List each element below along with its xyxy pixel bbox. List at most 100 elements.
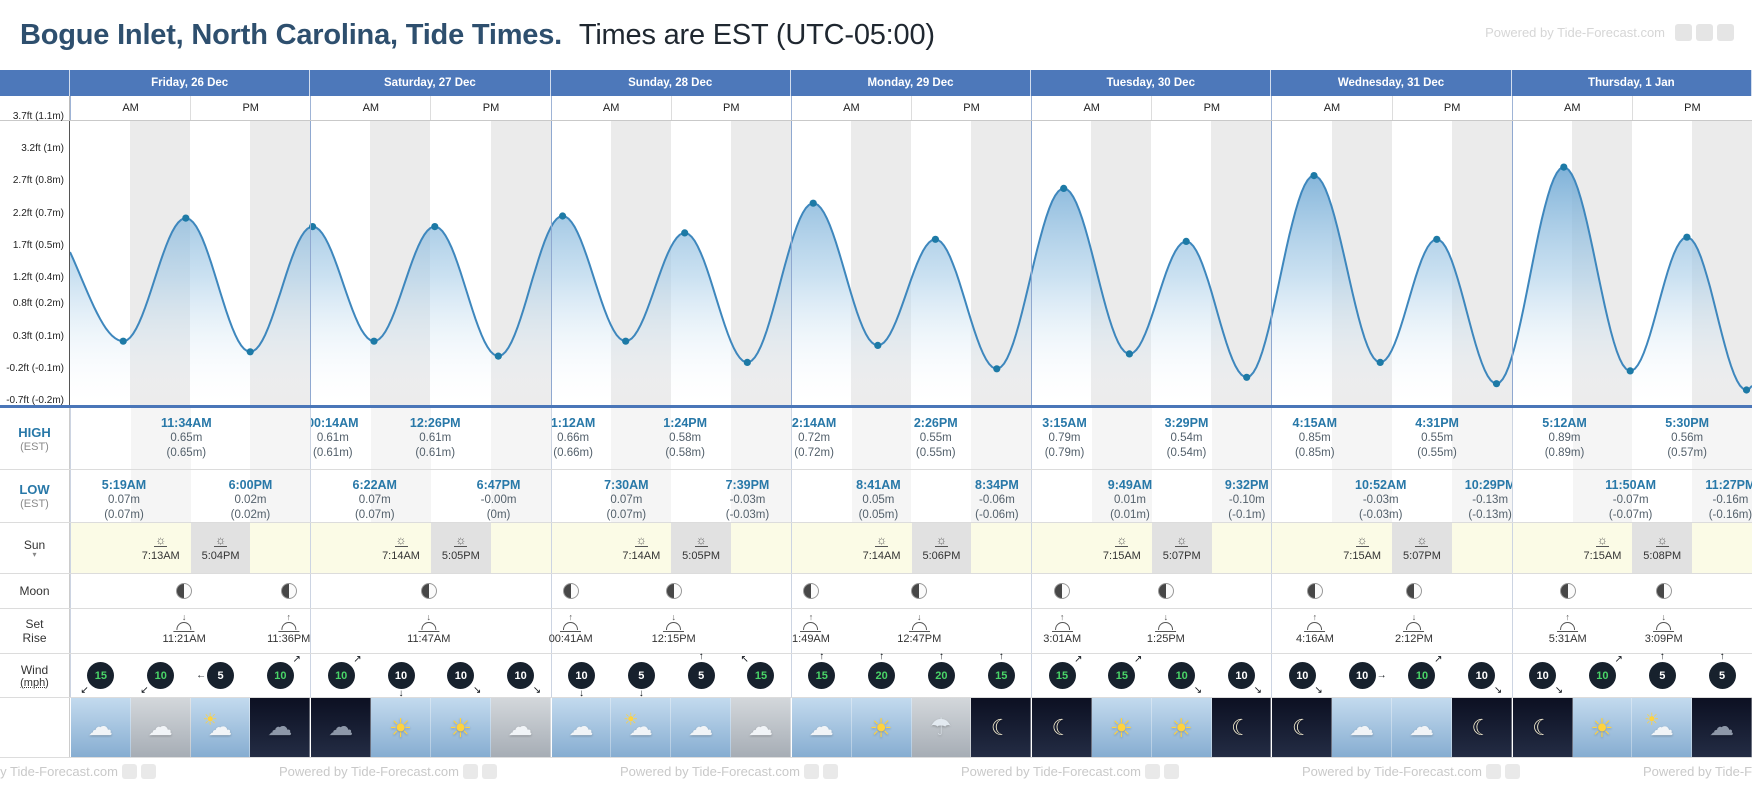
- wind-direction-icon: →: [1376, 669, 1387, 681]
- moonrise-entry: ↑ 3:01AM: [1043, 612, 1081, 646]
- weather-cell: ☀: [851, 698, 912, 757]
- moon-icon: ☾: [1231, 714, 1251, 740]
- wind-direction-icon: ↘: [1193, 685, 1203, 696]
- social-share-icon[interactable]: [822, 764, 838, 779]
- cloud-icon: ☁: [87, 713, 113, 741]
- moonrise-arrow-icon: ↑: [1312, 612, 1318, 622]
- wind-day-cell: 15 ↑ 20 ↑ 20 ↑ 15 ↑: [790, 651, 1031, 697]
- social-share-icon[interactable]: [121, 764, 137, 779]
- setrise-day-cell: ↑ 00:41AM ↓ 12:15PM: [549, 609, 791, 653]
- wind-direction-icon: ↗: [353, 654, 362, 665]
- am-label: AM: [1564, 102, 1581, 114]
- powered-by-link[interactable]: Powered by Tide-Forecast.com: [1302, 764, 1520, 779]
- wind-direction-icon: ↓: [578, 688, 584, 699]
- high-tide-height: 0.85m: [1298, 432, 1331, 445]
- sunrise-icon: ☼: [1356, 532, 1368, 547]
- day-header-row: Friday, 26 Dec Saturday, 27 Dec Sunday, 28…: [0, 70, 1752, 96]
- moon-event-time: 11:21AM: [162, 633, 206, 645]
- social-share-icon[interactable]: [462, 764, 478, 779]
- weather-day-cell: ☁ ☀ ☁ ☁ ☁: [550, 698, 791, 757]
- am-label: AM: [843, 102, 860, 114]
- moonrise-arrow-icon: ↑: [286, 612, 291, 622]
- powered-by-link[interactable]: Powered by Tide-Forecast.com: [279, 764, 497, 779]
- wind-direction-icon: ↘: [1493, 685, 1503, 696]
- day-header[interactable]: Wednesday, 31 Dec: [1271, 70, 1512, 96]
- high-tide-height-alt: (0.66m): [553, 447, 593, 460]
- social-share-icon[interactable]: [1144, 764, 1160, 779]
- social-share-icon[interactable]: [1696, 24, 1713, 41]
- y-axis-label: 2.7ft (0.8m): [12, 175, 64, 187]
- wind-badge: 10 ↘: [1288, 662, 1323, 696]
- moon-event-time: 2:12PM: [1395, 633, 1433, 645]
- low-tide-time: 9:32PM: [1224, 478, 1269, 492]
- social-share-icon[interactable]: [803, 764, 819, 779]
- low-tide-row: LOW (EST) 5:19AM 0.07m (0.07m) 6:00PM 0.02m (…: [0, 470, 1752, 523]
- high-row-label: HIGH (EST): [0, 408, 70, 469]
- high-label-timezone: (EST): [20, 440, 49, 453]
- social-share-icon[interactable]: [1485, 764, 1501, 779]
- day-header[interactable]: Sunday, 28 Dec: [551, 70, 791, 96]
- social-share-icon[interactable]: [1163, 764, 1179, 779]
- sunset-time: 5:05PM: [682, 549, 721, 562]
- social-share-icon[interactable]: [1717, 24, 1734, 41]
- sunset-time: 5:07PM: [1162, 549, 1201, 562]
- wind-units-link[interactable]: (mph): [20, 676, 49, 689]
- wind-badge: 5 ↑: [1708, 652, 1736, 689]
- weather-cell: ☂: [911, 698, 972, 757]
- weather-day-cell: ☁ ☀ ☂ ☾: [790, 698, 1032, 757]
- day-header[interactable]: Tuesday, 30 Dec: [1031, 70, 1272, 96]
- low-tide-height: 0.05m: [862, 494, 895, 507]
- low-tide-entry: 6:00PM 0.02m (0.02m): [229, 477, 273, 522]
- weather-cell: ☾: [1451, 698, 1512, 757]
- moonset-arrow-icon: ↓: [917, 612, 922, 622]
- wind-speed: 10: [154, 669, 167, 682]
- wind-badge: 10 ↘: [1529, 662, 1563, 696]
- wind-speed: 15: [815, 669, 828, 682]
- sun-icon: ☀: [623, 710, 639, 729]
- setrise-day-cell: ↑ 3:01AM ↓ 1:25PM: [1031, 609, 1271, 653]
- day-header-label: Tuesday, 30 Dec: [1106, 77, 1195, 89]
- low-tide-time: 9:49AM: [1107, 478, 1153, 492]
- moonrise-arrow-icon: ↑: [1059, 612, 1065, 622]
- sun-row-label[interactable]: Sun ▾: [0, 523, 70, 573]
- social-share-icon[interactable]: [481, 764, 497, 779]
- cloud-icon: ☁: [328, 713, 354, 741]
- powered-by-link[interactable]: Powered by Tide-Forecast.com: [1485, 25, 1665, 40]
- moon-day-cell: [550, 574, 791, 608]
- day-header[interactable]: Saturday, 27 Dec: [310, 70, 551, 96]
- sunrise-time: 7:14AM: [382, 549, 420, 562]
- wind-label: Wind: [20, 662, 49, 677]
- ampm-row: AM PM AM PM AM PM AM PM AM PM AM PM AM PM: [0, 96, 1752, 121]
- social-share-icon[interactable]: [140, 764, 156, 779]
- powered-by-link[interactable]: Powered by Tide-Forecast.com: [961, 764, 1179, 779]
- moonrise-entry: ↑ 1:49AM: [792, 613, 830, 646]
- wind-badge: 10 ↘: [1228, 662, 1262, 696]
- low-tide-entry: 11:50AM -0.07m (-0.07m): [1605, 477, 1656, 522]
- high-tide-day-cell: 11:34AM 0.65m (0.65m): [70, 408, 311, 469]
- moonset-icon: [1155, 622, 1177, 632]
- wind-speed: 10: [1475, 669, 1488, 682]
- high-tide-time: 4:15AM: [1292, 416, 1337, 430]
- powered-by-link[interactable]: Powered by Tide-Forecast.com: [1643, 764, 1752, 779]
- day-header[interactable]: Thursday, 1 Jan: [1512, 70, 1752, 96]
- sunrise-horizon-icon: [1355, 545, 1369, 547]
- high-tide-day-cell: 00:14AM 0.61m (0.61m) 12:26PM 0.61m (0.61m): [310, 408, 551, 469]
- wind-badge: 10 ↗: [327, 655, 362, 689]
- powered-by-link[interactable]: Powered by Tide-Forecast.com: [0, 764, 156, 779]
- moonset-entry: ↓ 12:47PM: [897, 612, 941, 646]
- day-header[interactable]: Monday, 29 Dec: [791, 70, 1032, 96]
- wind-direction-icon: ↗: [1133, 654, 1143, 665]
- wind-badge: 10 ↙: [140, 662, 175, 696]
- moonset-icon: [1653, 622, 1675, 632]
- social-share-icon[interactable]: [1675, 24, 1692, 41]
- high-tide-height-alt: (0.85m): [1294, 447, 1335, 460]
- moon-phase-icon: [280, 583, 297, 599]
- low-tide-height-alt: (0.07m): [606, 509, 647, 522]
- wind-direction-icon: ↑: [998, 651, 1004, 662]
- powered-by-link[interactable]: Powered by Tide-Forecast.com: [620, 764, 838, 779]
- social-share-icon[interactable]: [1504, 764, 1520, 779]
- am-label: AM: [1083, 102, 1100, 114]
- weather-cell: ☁: [1332, 698, 1393, 757]
- wind-speed: 10: [394, 669, 408, 682]
- day-header[interactable]: Friday, 26 Dec: [70, 70, 311, 96]
